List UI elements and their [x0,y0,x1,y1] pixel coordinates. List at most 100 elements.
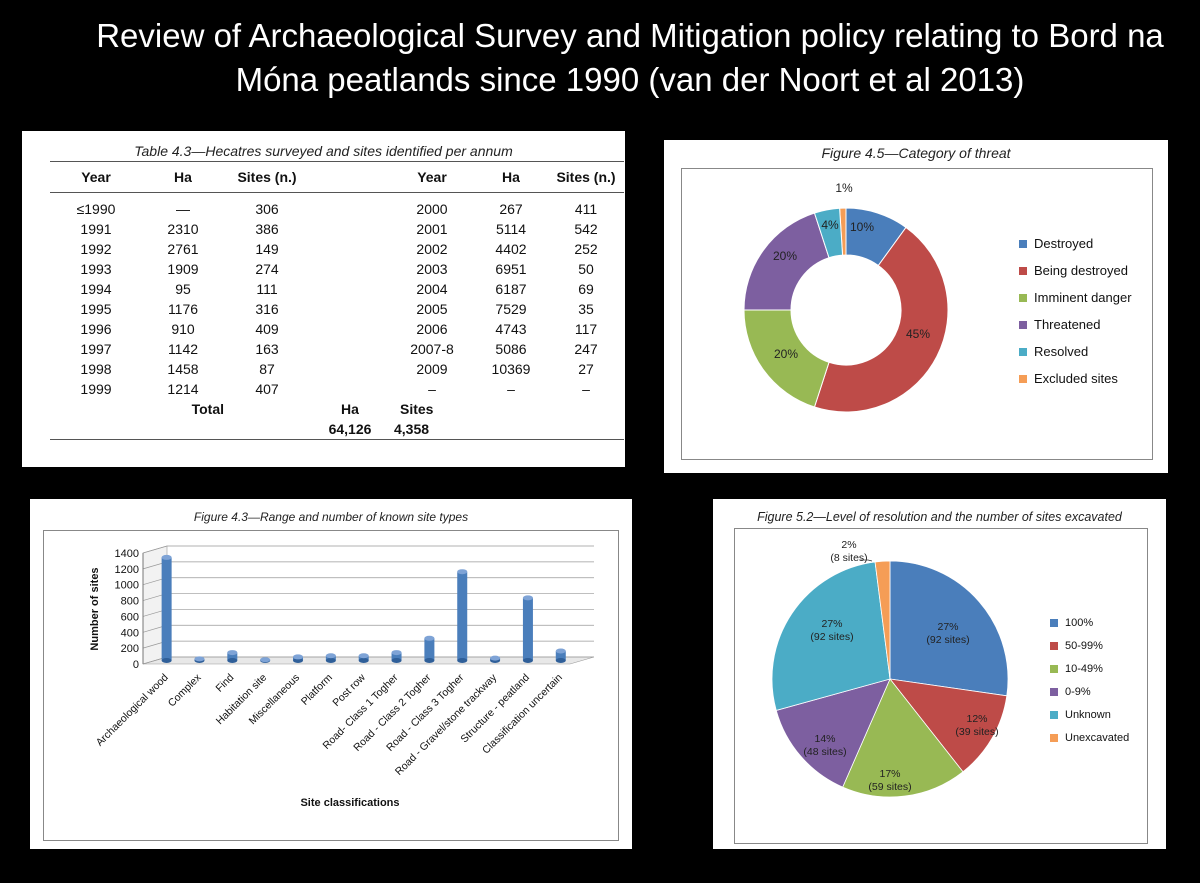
table-cell: 35 [578,301,594,317]
legend-swatch [1019,347,1027,356]
bar [325,653,336,663]
slide-title: Review of Archaeological Survey and Miti… [60,14,1200,102]
resolution-chart-panel: Figure 5.2—Level of resolution and the n… [713,499,1166,849]
pie-frame [734,528,1148,844]
table-panel: Table 4.3—Hecatres surveyed and sites id… [22,131,625,467]
donut-data-label: 10% [850,220,874,234]
table-cell: 69 [578,281,594,297]
pie-chart: 27%(92 sites)12%(39 sites)17%(59 sites)1… [771,539,1009,798]
title-line-1: Review of Archaeological Survey and Miti… [96,17,1164,54]
bar-frame [43,530,619,841]
table-cell: 2007-8 [410,341,454,357]
table-cell: 163 [255,341,279,357]
table-row: 1994 95 111 2004 6187 69 [50,279,624,299]
donut-data-label: 1% [835,181,853,195]
legend-swatch [1019,320,1027,329]
table-cell: 2001 [416,221,448,237]
legend-swatch [1050,618,1058,627]
col-header: Ha [142,161,224,193]
table-cell: 149 [255,241,279,257]
legend-swatch [1050,687,1058,696]
donut-data-label: 20% [773,249,797,263]
donut-data-label: 45% [906,327,930,341]
table-cell: 10369 [491,361,531,377]
donut-frame [681,168,1153,460]
total-value-row: 64,126 4,358 [50,419,624,440]
bar [161,554,172,663]
table-row: 1998 1458 87 2009 10369 27 [50,359,624,379]
col-header: Year [390,161,474,193]
table-cell: 5114 [495,221,527,237]
table-cell: 2000 [416,201,448,217]
donut-slice-resolved [813,207,844,259]
table-cell: 247 [574,341,598,357]
table-row: 1996 910 409 2006 4743 117 [50,319,624,339]
table-cell: 2006 [416,321,448,337]
table-cell: – [582,381,590,397]
bar [358,653,369,663]
legend-label: Threatened [1034,317,1101,332]
legend-label: Unexcavated [1065,731,1130,744]
table-cell: 4402 [495,241,527,257]
table-row: 1992 2761 149 2002 4402 252 [50,239,624,259]
donut-legend-item: Destroyed [1019,230,1132,257]
pie-data-label: 2% [841,539,856,551]
table-cell: 7529 [495,301,527,317]
legend-label: Resolved [1034,344,1089,359]
table-cell: 407 [255,381,279,397]
table-cell: 386 [255,221,279,237]
table-cell: ≤1990 [76,201,116,217]
pie-legend-item: 10-49% [1050,657,1129,680]
donut-data-label: 20% [774,347,798,361]
table-cell: 409 [255,321,279,337]
pie-legend-item: Unexcavated [1050,726,1129,749]
legend-label: Unknown [1065,708,1111,721]
bar-title: Figure 4.3—Range and number of known sit… [193,510,469,524]
donut-legend-item: Being destroyed [1019,257,1132,284]
table-cell: 117 [574,321,598,337]
y-tick-label: 0 [133,659,139,671]
total-label: Total [191,401,224,417]
pie-legend-item: 0-9% [1050,680,1129,703]
table-caption: Table 4.3—Hecatres surveyed and sites id… [134,143,513,159]
table-cell: 1999 [80,381,112,397]
y-tick-label: 200 [121,643,139,655]
bar-chart: 0 200 400 600 800 1000 1200 1400 Number of sites… [89,545,595,809]
x-tick-label: Archaeological wood [94,672,171,749]
legend-label: 0-9% [1065,685,1091,698]
table-cell: 6187 [495,281,527,297]
legend-swatch [1050,664,1058,673]
table-cell: 252 [574,241,598,257]
legend-swatch [1019,374,1027,383]
legend-label: 50-99% [1065,639,1103,652]
table-cell: 267 [499,201,523,217]
total-sites-value: 4,358 [390,419,474,440]
table-cell: 1997 [80,341,112,357]
table-cell: 6951 [495,261,527,277]
bar-gridline [142,561,594,570]
pie-legend-item: 100% [1050,611,1129,634]
pie-data-label: 12% [966,713,987,725]
y-tick-label: 400 [121,627,139,639]
bar-gridline [142,545,594,554]
x-tick-label: Find [213,672,236,695]
donut-legend-item: Imminent danger [1019,284,1132,311]
bar [293,654,304,663]
table-cell: 1991 [80,221,112,237]
bar [260,657,271,663]
y-tick-label: 1400 [115,548,139,560]
legend-label: Being destroyed [1034,263,1128,278]
bar [522,595,533,663]
legend-swatch [1019,239,1027,248]
table-row: 1995 1176 316 2005 7529 35 [50,299,624,319]
site-types-chart-panel: Figure 4.3—Range and number of known sit… [30,499,632,849]
survey-table: Year Ha Sites (n.) Year Ha Sites (n.) ≤1… [50,161,624,440]
table-row: 1997 1142 163 2007-8 5086 247 [50,339,624,359]
pie-slice-5 [874,560,891,680]
table-cell: 111 [256,281,278,297]
y-axis-label: Number of sites [89,567,101,650]
bar [391,650,402,663]
table-cell: 910 [171,321,195,337]
table-cell: 1996 [80,321,112,337]
y-tick-label: 800 [121,596,139,608]
